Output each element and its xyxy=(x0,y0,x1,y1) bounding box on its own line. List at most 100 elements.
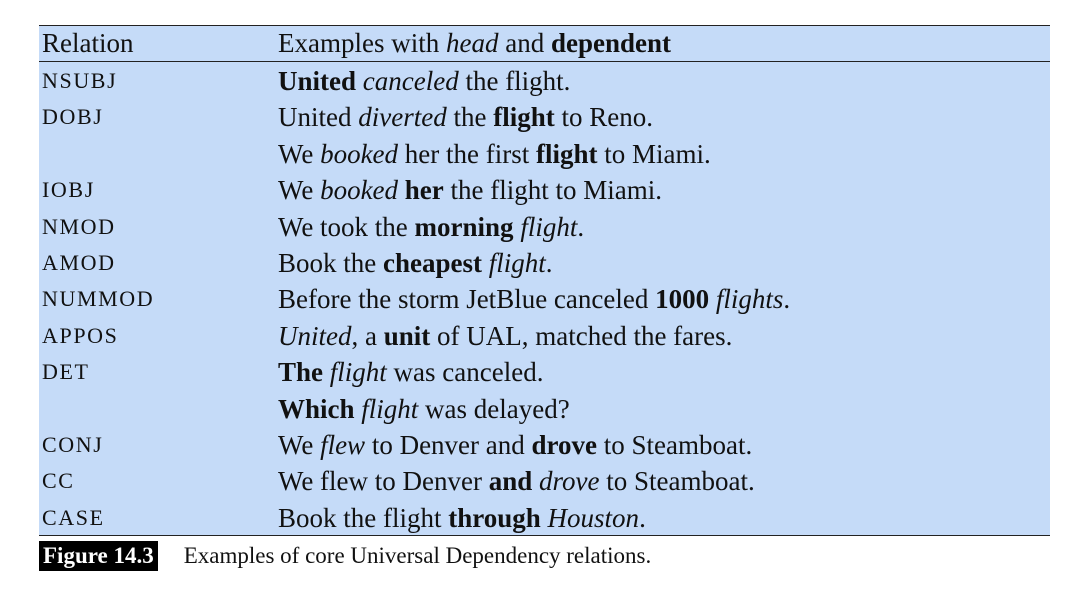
relation-label: AMOD xyxy=(42,250,116,275)
header-rule xyxy=(39,61,1050,62)
example-text: Book the flight xyxy=(278,502,449,533)
relation-label: NUMMOD xyxy=(42,286,155,312)
example-text: Before the storm JetBlue canceled xyxy=(278,284,656,315)
head-word: flew xyxy=(320,430,366,460)
figure-caption: Figure 14.3 Examples of core Universal De… xyxy=(39,538,651,571)
example-text xyxy=(709,284,716,314)
head-word: head xyxy=(445,28,499,58)
dependent-word: The xyxy=(278,357,324,388)
example-text xyxy=(356,66,363,96)
example-text: the flight. xyxy=(458,66,571,96)
dependent-word: cheapest xyxy=(383,248,482,278)
table-row: We booked her the first flight to Miami. xyxy=(39,136,1050,172)
example-text: her the first xyxy=(398,138,536,169)
example-text: the flight to Miami. xyxy=(443,175,662,206)
dependency-relations-table: Relation Examples with head and dependen… xyxy=(39,25,1050,536)
head-word: flight xyxy=(329,357,387,388)
example-sentence: The flight was canceled. xyxy=(278,354,543,390)
head-word: Houston xyxy=(547,502,640,533)
example-text xyxy=(398,175,405,205)
relation-label: NMOD xyxy=(42,213,116,239)
relation-label: APPOS xyxy=(42,322,119,348)
example-text: . xyxy=(783,284,791,315)
example-sentence: United, a unit of UAL, matched the fares… xyxy=(278,318,732,354)
example-text: to Reno. xyxy=(554,102,653,133)
example-text: We flew to Denver xyxy=(278,466,489,497)
table-row: CONJ We flew to Denver and drove to Steam… xyxy=(39,427,1050,463)
table-row: NUMMOD Before the storm JetBlue canceled … xyxy=(39,281,1050,317)
example-text: . xyxy=(577,211,585,242)
example-sentence: United diverted the flight to Reno. xyxy=(278,99,653,135)
head-word: booked xyxy=(320,138,399,169)
example-text: We xyxy=(278,175,321,206)
head-word: canceled xyxy=(362,66,459,96)
example-text xyxy=(482,248,489,278)
example-text: to Denver and xyxy=(365,430,532,460)
example-text: to Miami. xyxy=(597,138,711,169)
dependent-word: drove xyxy=(531,430,598,460)
head-word: flight xyxy=(361,393,419,424)
dependent-word: through xyxy=(448,502,541,533)
dependent-word: morning xyxy=(414,211,514,242)
example-sentence: We booked her the flight to Miami. xyxy=(278,172,662,208)
example-text xyxy=(323,357,330,387)
table-row: DOBJ United diverted the flight to Reno. xyxy=(39,99,1050,135)
relation-label: NSUBJ xyxy=(42,68,118,93)
example-text: United xyxy=(278,102,359,133)
example-sentence: We took the morning flight. xyxy=(278,209,584,245)
figure-label: Figure 14.3 xyxy=(39,540,158,571)
example-text: . xyxy=(545,248,553,278)
head-word: drove xyxy=(539,466,600,497)
dependent-word: unit xyxy=(383,320,431,351)
dependent-word: United xyxy=(278,66,357,96)
table-row: CASE Book the flight through Houston. xyxy=(39,500,1050,536)
table-row: DET The flight was canceled. xyxy=(39,354,1050,390)
head-word: diverted xyxy=(358,102,447,133)
example-text: Book the xyxy=(278,248,383,278)
relation-label: CONJ xyxy=(42,432,104,457)
relation-label: IOBJ xyxy=(42,177,95,203)
table-row: IOBJ We booked her the flight to Miami. xyxy=(39,172,1050,208)
dependent-word: flight xyxy=(535,138,598,169)
example-sentence: Before the storm JetBlue canceled 1000 f… xyxy=(278,281,790,317)
example-text: was canceled. xyxy=(386,357,544,388)
example-text: and xyxy=(498,28,551,58)
dependent-word: 1000 xyxy=(655,284,710,315)
table-row: NSUBJ United canceled the flight. xyxy=(39,63,1050,99)
example-text: to Steamboat. xyxy=(599,466,755,497)
table-row: AMOD Book the cheapest flight. xyxy=(39,245,1050,281)
example-text: was delayed? xyxy=(418,393,570,424)
example-text: . xyxy=(639,502,646,533)
example-sentence: Book the flight through Houston. xyxy=(278,500,646,536)
example-sentence: United canceled the flight. xyxy=(278,63,570,99)
example-sentence: We flew to Denver and drove to Steamboat… xyxy=(278,427,752,463)
example-sentence: We flew to Denver and drove to Steamboat… xyxy=(278,463,755,499)
example-text: We xyxy=(278,430,321,460)
relation-label: CASE xyxy=(42,504,105,530)
example-text: of UAL, matched the fares. xyxy=(430,320,733,351)
example-sentence: We booked her the first flight to Miami. xyxy=(278,136,711,172)
head-word: United xyxy=(278,320,352,351)
example-text: , a xyxy=(351,320,384,351)
example-text: We xyxy=(278,138,321,169)
head-word: booked xyxy=(320,175,399,206)
example-text: We took the xyxy=(278,211,415,242)
example-text: Examples with xyxy=(278,28,446,58)
dependent-word: dependent xyxy=(550,28,671,58)
example-text: to Steamboat. xyxy=(597,430,753,460)
dependent-word: Which xyxy=(278,393,355,424)
head-word: flight xyxy=(488,248,546,278)
header-examples: Examples with head and dependent xyxy=(278,26,671,61)
header-relation: Relation xyxy=(42,28,134,58)
example-text xyxy=(541,503,548,533)
example-text: the xyxy=(446,102,494,133)
dependent-word: and xyxy=(488,466,533,497)
relation-label: DET xyxy=(42,359,90,385)
table-row: NMOD We took the morning flight. xyxy=(39,209,1050,245)
head-word: flights xyxy=(715,284,784,315)
relation-label: CC xyxy=(42,468,75,494)
relation-label: DOBJ xyxy=(42,104,104,130)
example-sentence: Which flight was delayed? xyxy=(278,391,570,427)
table-row: CC We flew to Denver and drove to Steambo… xyxy=(39,463,1050,499)
dependent-word: her xyxy=(404,175,444,206)
